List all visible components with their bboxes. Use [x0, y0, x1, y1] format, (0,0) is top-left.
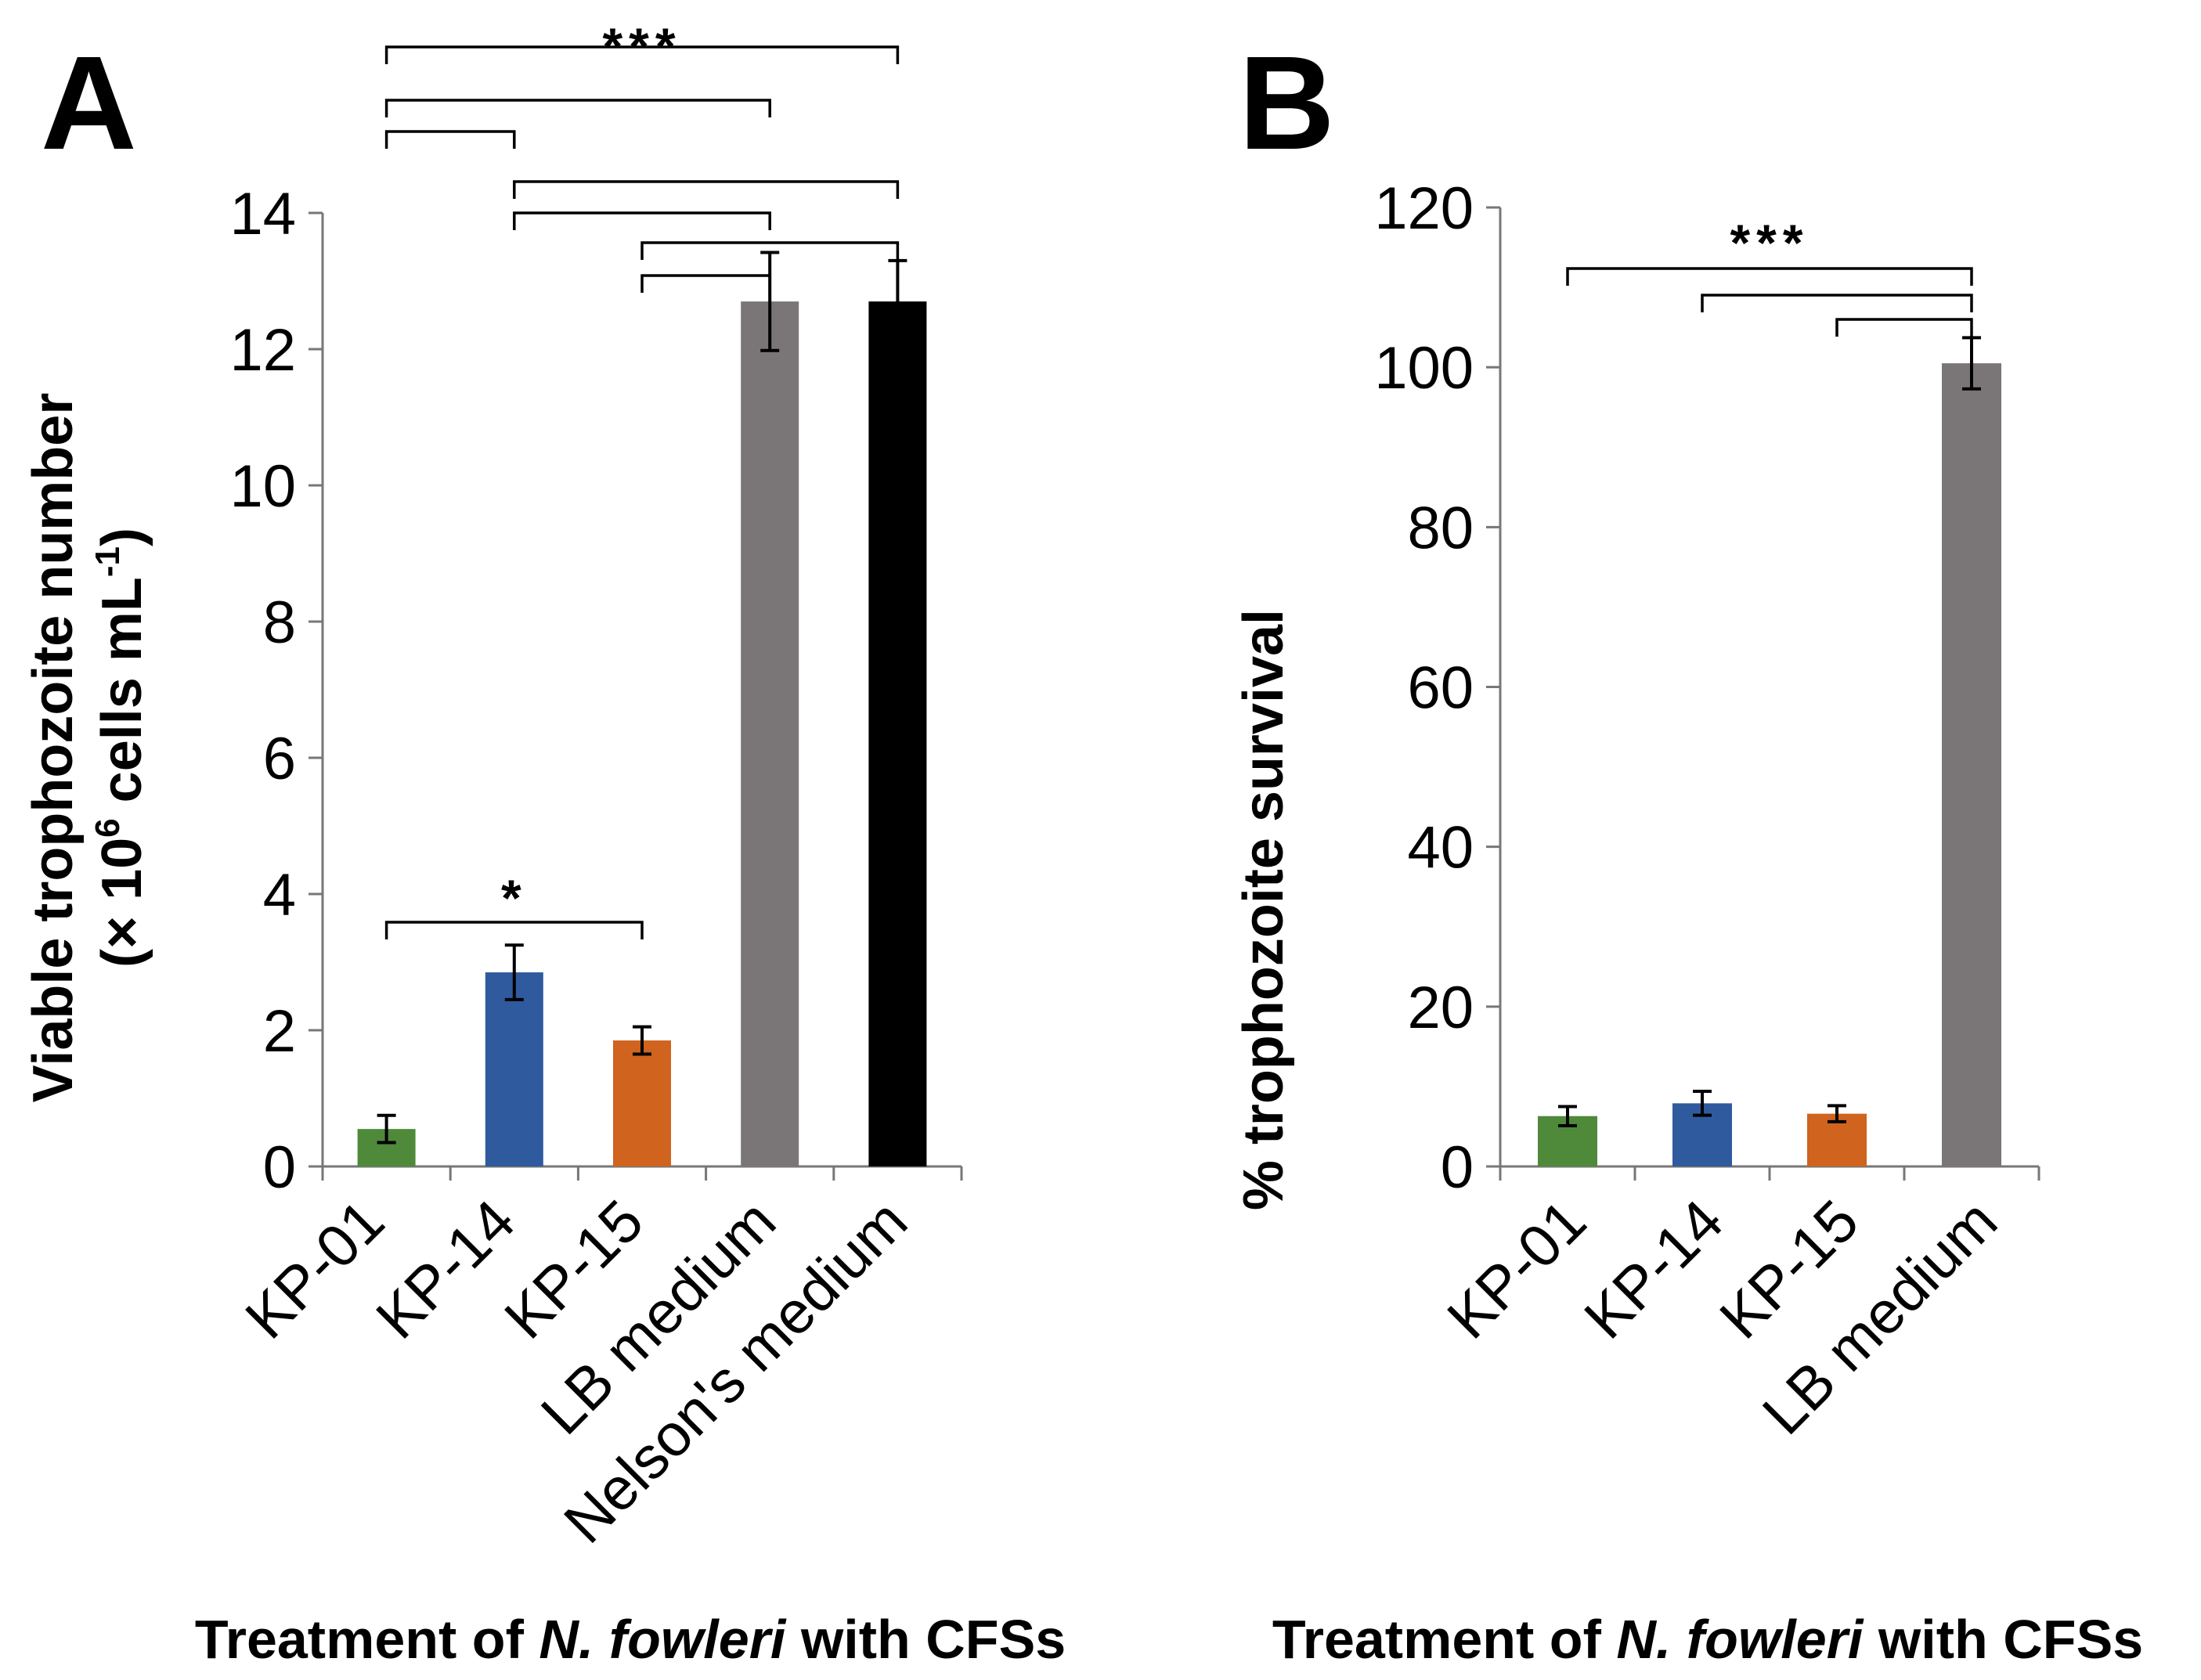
panel-a-bar-nelson-s-medium: [868, 301, 927, 1167]
panel-a-y-tick-label: 4: [263, 862, 296, 928]
panel-a-significance-bracket: [640, 274, 771, 293]
panel-b-significance-label: ***: [1730, 214, 1809, 272]
panel-a-ylabel-line2: (× 106 cells mL-1): [88, 528, 153, 968]
panel-a-bar-kp-15: [613, 1040, 671, 1166]
panel-b-error-bar: [1962, 336, 1981, 391]
panel-a-bar-lb-medium: [741, 301, 799, 1167]
panel-b-y-tick-label: 120: [1374, 175, 1474, 242]
panel-b-y-tick-label: 100: [1374, 335, 1474, 402]
panel-b-y-tick-label: 20: [1407, 975, 1474, 1041]
panel-a-error-bar: [504, 943, 524, 1001]
panel-a-y-tick-label: 6: [263, 726, 296, 792]
panel-a-y-tick-label: 0: [263, 1134, 296, 1201]
panel-a-bar-kp-14: [485, 972, 543, 1166]
panel-b-ylabel: % trophozoite survival: [1232, 609, 1295, 1210]
panel-a-category-label: KP-01: [233, 1188, 397, 1351]
panel-a-y-tick-label: 12: [229, 317, 296, 384]
panel-label-b: B: [1239, 29, 1335, 178]
panel-a-significance-bracket: [513, 180, 900, 199]
panel-a-y-tick-label: 2: [263, 998, 296, 1065]
panel-a-significance-label: ***: [602, 17, 681, 75]
panel-a-y-tick-label: 14: [229, 181, 296, 247]
panel-a-ylabel-line1: Viable trophozoite number: [22, 393, 85, 1103]
panel-a-significance-bracket: [384, 45, 900, 64]
panel-a-xlabel: Treatment of N. fowleri with CFSs: [195, 1609, 1066, 1670]
panel-b-y-tick-label: 60: [1407, 655, 1474, 722]
panel-label-a: A: [41, 29, 137, 178]
panel-a-error-bar: [760, 251, 780, 352]
panel-a-significance-bracket: [513, 211, 771, 230]
panel-a-ylabel: Viable trophozoite number (× 106 cells m…: [22, 393, 153, 1103]
panel-a-significance-bracket: [640, 241, 900, 260]
panel-b-significance-bracket: [1701, 294, 1973, 312]
panel-b-category-label: KP-14: [1572, 1188, 1736, 1351]
panel-b-y-tick-label: 80: [1407, 495, 1474, 561]
panel-a-y-tick-label: 8: [263, 589, 296, 656]
panel-a-y-tick-label: 10: [229, 453, 296, 520]
panel-b-error-bar: [1828, 1104, 1846, 1123]
panel-a-error-bar: [377, 1113, 396, 1145]
panel-b-category-label: KP-01: [1435, 1188, 1599, 1351]
panel-b-xlabel: Treatment of N. fowleri with CFSs: [1272, 1609, 2143, 1670]
panel-b-significance-bracket: [1566, 267, 1973, 286]
panel-b-significance-bracket: [1835, 318, 1973, 337]
panel-a-category-label: KP-14: [364, 1188, 528, 1351]
panel-b-y-tick-label: 0: [1441, 1134, 1474, 1201]
panel-a-significance-bracket: [384, 130, 516, 149]
panel-a-error-bar: [633, 1025, 651, 1056]
panel-a-significance-bracket: [384, 99, 771, 117]
panel-b-bar-lb-medium: [1942, 363, 2001, 1166]
panel-a-significance-bracket: [384, 921, 644, 939]
panel-b-error-bar: [1693, 1090, 1712, 1117]
panel-a-significance-label: *: [501, 869, 528, 927]
panel-b-error-bar: [1558, 1105, 1577, 1127]
panel-b-y-tick-label: 40: [1407, 815, 1474, 881]
panel-a-error-bar: [888, 258, 907, 344]
